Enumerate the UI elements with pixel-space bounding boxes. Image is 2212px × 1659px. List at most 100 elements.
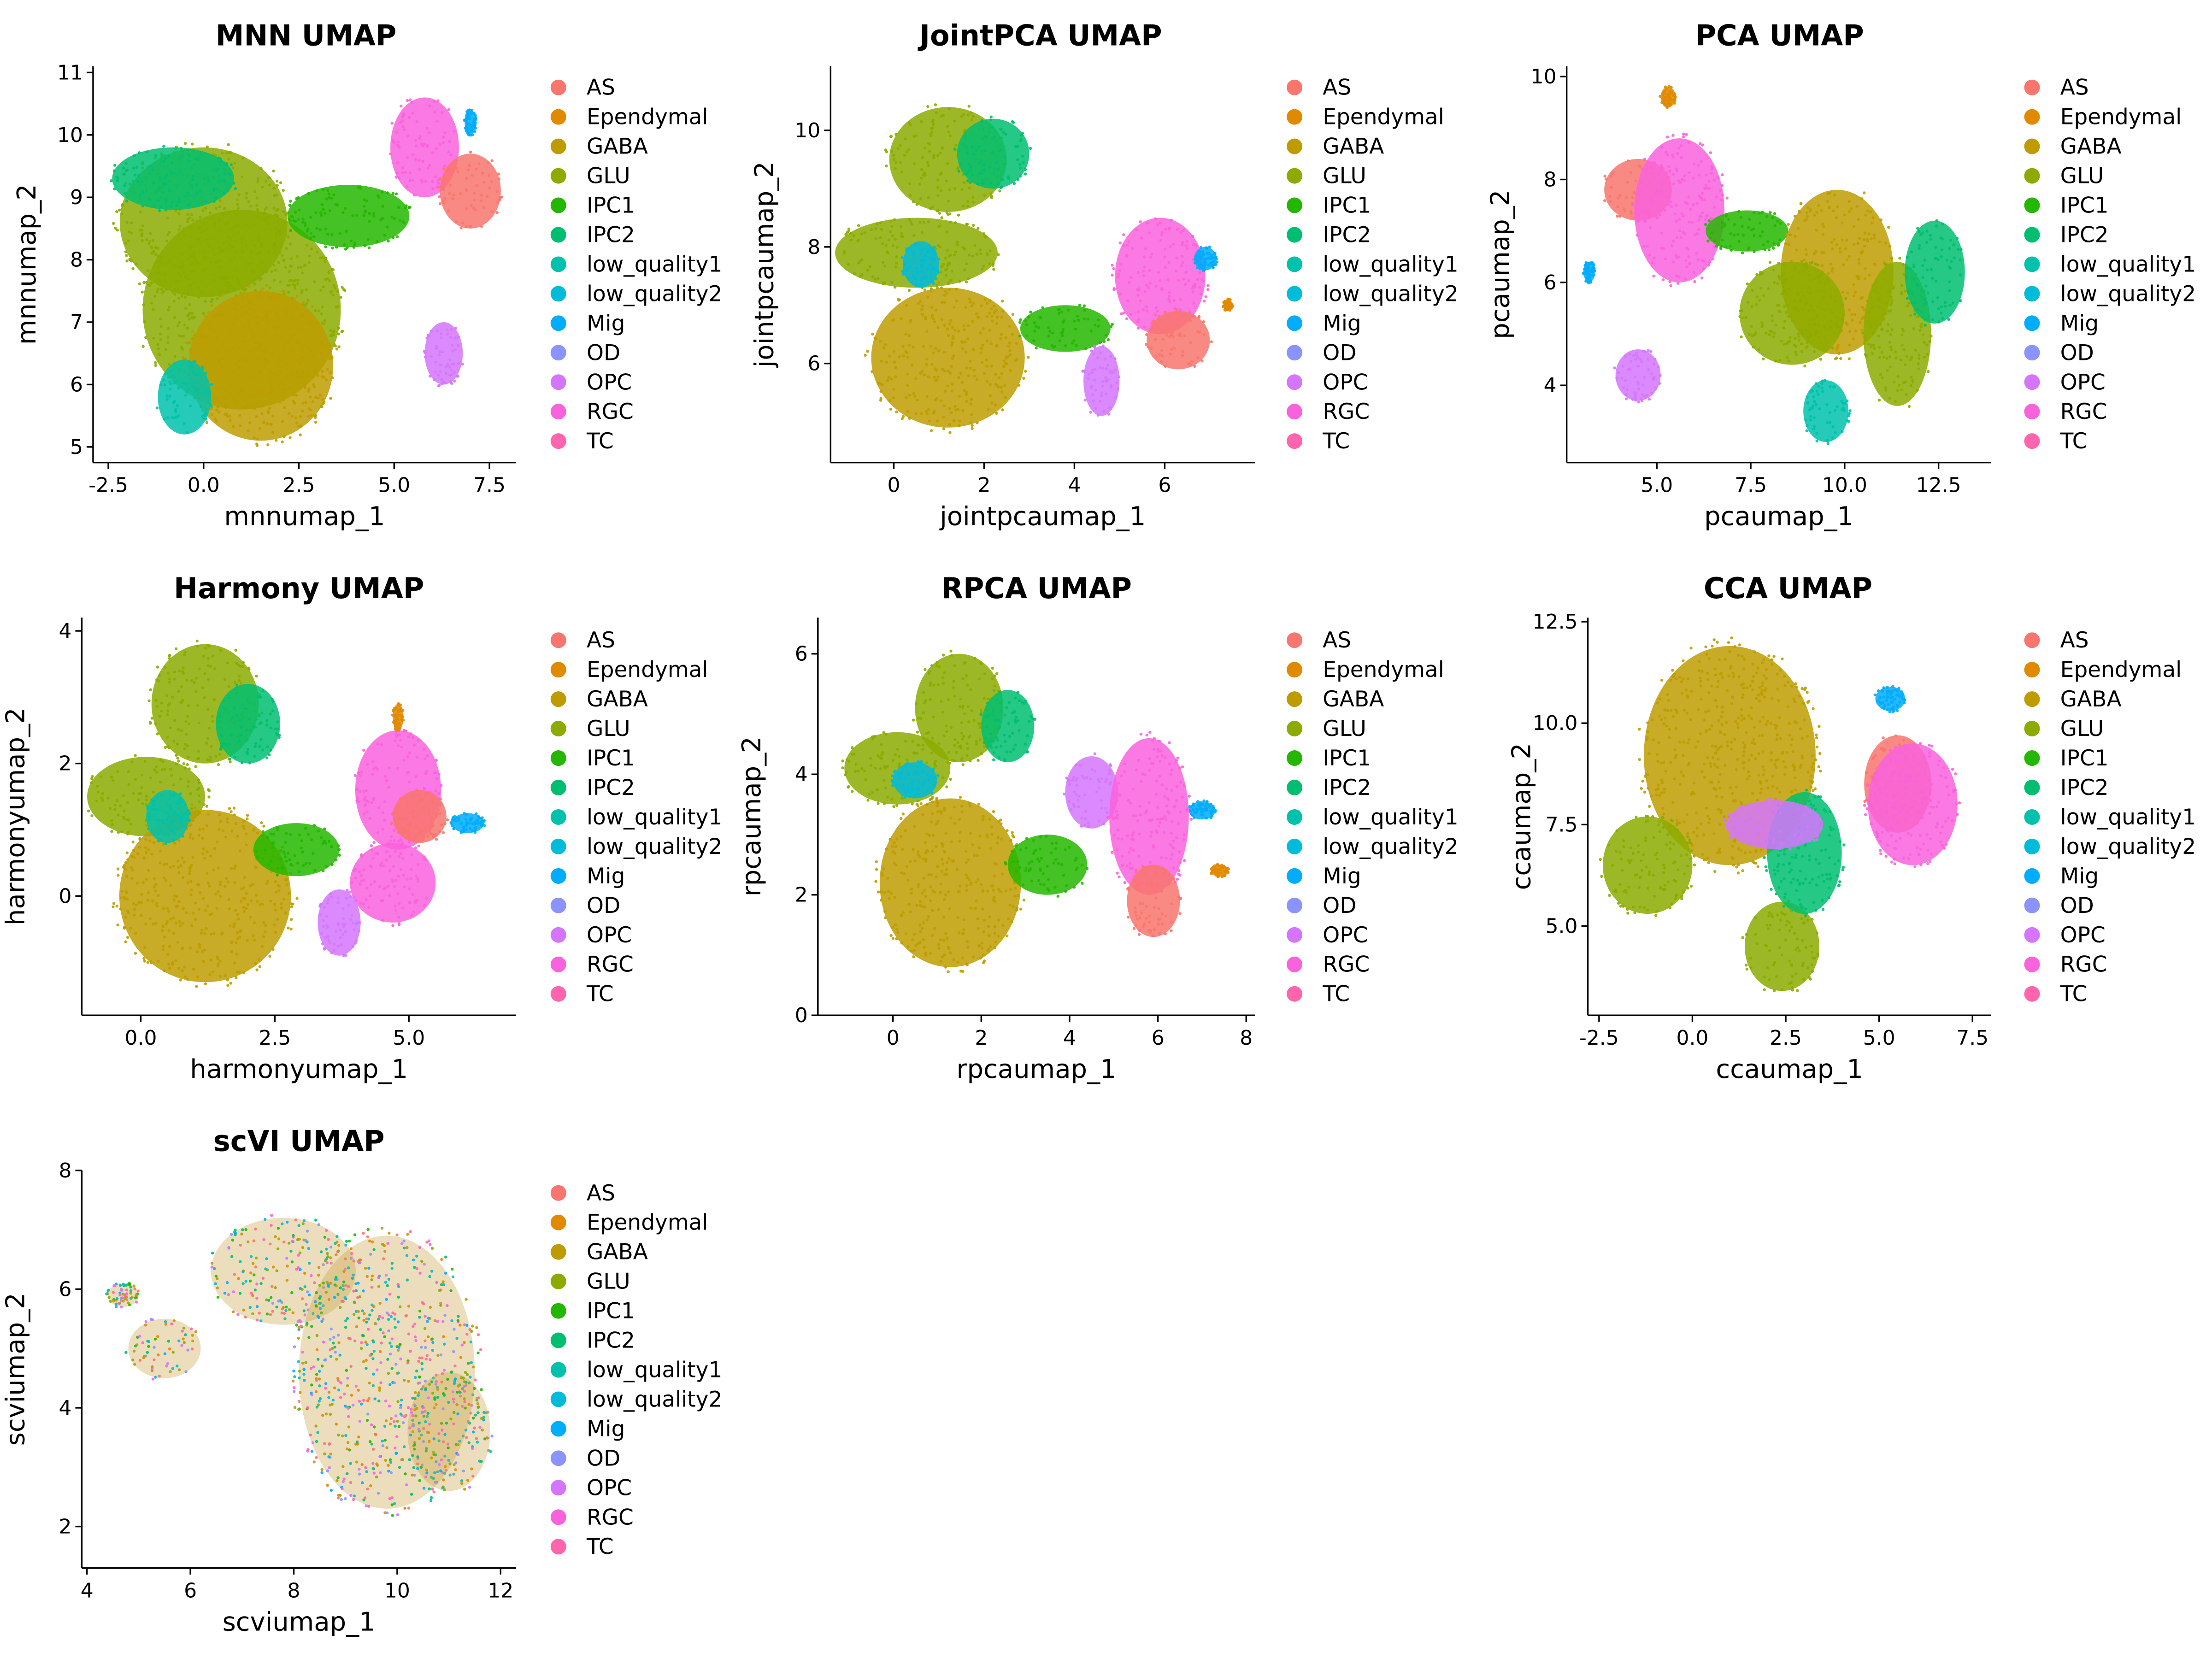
legend-swatch [2024,79,2040,95]
legend-swatch [2024,691,2040,707]
cluster-gaba [871,288,1025,428]
legend-swatch [550,809,566,825]
legend-swatch [550,1509,566,1525]
y-tick-label: 8 [70,248,83,272]
legend-swatch [2024,227,2040,243]
legend-label: RGC [1323,952,1370,977]
legend-label: RGC [587,1505,634,1530]
legend-label: RGC [1323,399,1370,424]
y-tick-label: 7.5 [1546,813,1578,836]
cluster-mixed [407,1372,490,1491]
cluster-ipc2 [216,684,280,764]
legend-label: IPC1 [587,193,635,218]
legend-swatch [550,868,566,884]
y-tick-label: 4 [59,1396,71,1420]
point-cloud [1599,636,1961,992]
cluster-rgc [1634,138,1725,282]
x-tick-label: 5.0 [393,1026,425,1050]
cluster-rgc [1115,218,1206,335]
x-axis-label: pcaumap_1 [1704,502,1853,532]
legend-swatch [2024,780,2040,796]
panel-title: Harmony UMAP [174,571,424,605]
x-tick-label: -2.5 [1579,1026,1619,1050]
legend-label: low_quality1 [587,805,722,830]
legend-label: OD [2060,893,2094,918]
legend-swatch [1287,197,1303,213]
legend-label: Mig [1323,864,1361,889]
x-tick-label: 7.5 [473,474,506,497]
y-axis-label: ccaumap_2 [1507,743,1537,890]
legend-swatch [550,345,566,361]
cluster-ipc1 [1007,834,1088,895]
legend-label: RGC [587,399,634,424]
legend-swatch [550,227,566,243]
x-axis-label: scviumap_1 [223,1607,376,1637]
legend-swatch [550,1450,566,1466]
legend-swatch [550,897,566,913]
legend-label: GABA [2060,134,2122,159]
legend-swatch [2024,345,2040,361]
umap-panel: 0 2 4 6 6 8 10 JointPCA UMAP jointpcaumap_1 joint… [749,19,1458,532]
cluster-opc [1615,349,1661,401]
y-tick-label: 4 [795,763,808,786]
legend-label: OD [2060,340,2094,365]
x-tick-label: 8 [288,1579,300,1603]
legend: AS Ependymal GABA GLU IPC1 IPC2 low_quality1lo… [550,75,722,454]
legend-label: TC [1322,429,1350,454]
legend: AS Ependymal GABA GLU IPC1 IPC2 low_quality1lo… [2024,75,2196,454]
x-tick-label: 7.5 [1956,1026,1988,1050]
legend-swatch [550,662,566,678]
x-axis-label: rpcaumap_1 [956,1054,1116,1084]
legend-swatch [550,1421,566,1437]
umap-panel: -2.5 0.0 2.5 5.0 7.5 5 6 7 8 9 10 11 MNN UMAP mnnumap… [12,19,722,532]
legend-swatch [550,168,566,184]
legend-swatch [550,256,566,272]
legend-label: GABA [587,687,648,712]
legend-label: TC [586,1534,614,1559]
y-axis-label: harmonyumap_2 [0,707,30,925]
legend-label: RGC [2060,952,2107,977]
legend-swatch [1287,79,1303,95]
legend-swatch [550,632,566,648]
panel-title: PCA UMAP [1695,19,1864,53]
y-axis-label: jointpcaumap_2 [749,161,779,368]
legend-label: AS [1323,75,1351,100]
legend-swatch [1287,345,1303,361]
legend-label: IPC1 [1323,746,1371,771]
legend-swatch [550,1273,566,1289]
legend-swatch [2024,927,2040,943]
x-tick-label: 4 [1063,1026,1076,1050]
legend-swatch [1287,433,1303,449]
legend-label: low_quality2 [1323,834,1458,859]
legend-swatch [550,1362,566,1378]
legend-swatch [1287,809,1303,825]
x-tick-label: 6 [1158,474,1171,497]
legend-swatch [550,109,566,125]
y-tick-label: 2 [59,752,71,776]
y-tick-label: 8 [1544,168,1557,191]
legend-label: IPC1 [587,746,635,771]
legend-label: OD [1323,893,1356,918]
legend-swatch [1287,721,1303,737]
x-tick-label: 5.0 [1863,1026,1895,1050]
legend-swatch [1287,662,1303,678]
x-tick-label: 2 [975,1026,988,1050]
legend: AS Ependymal GABA GLU IPC1 IPC2 low_quality1lo… [550,1181,722,1559]
legend-label: IPC2 [587,775,635,800]
cluster-low-quality1 [158,359,212,435]
legend-label: Ependymal [1323,105,1444,130]
y-tick-label: 8 [807,235,820,259]
legend-swatch [550,721,566,737]
panel-title: JointPCA UMAP [918,19,1162,53]
y-tick-label: 12.5 [1533,610,1578,634]
x-tick-label: 0.0 [1676,1026,1708,1050]
legend-swatch [550,986,566,1002]
panel-title: CCA UMAP [1704,571,1872,605]
legend-label: IPC1 [2060,193,2109,218]
cluster-ipc1 [1020,305,1111,352]
legend-label: OPC [1323,370,1368,395]
legend-label: GLU [1323,164,1366,189]
cluster-low-quality2 [893,762,937,799]
y-tick-label: 11 [57,61,83,84]
legend-swatch [1287,256,1303,272]
